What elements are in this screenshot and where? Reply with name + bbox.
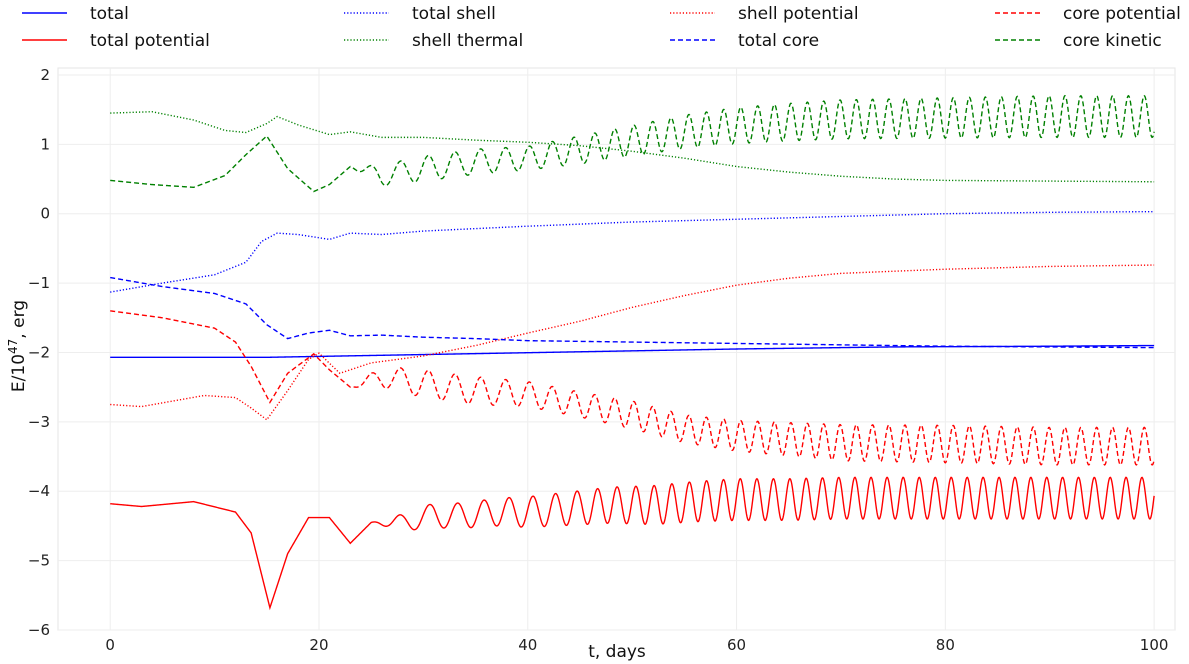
y-axis-label: E/1047, erg [6,300,29,392]
legend: total total potential total shell shell the… [22,4,1181,51]
y-tick-label: −6 [28,621,50,639]
grid-lines [58,68,1175,631]
series-line-total-core [110,276,1155,349]
series-line-core-potential [110,310,1155,466]
y-tick-label: 1 [40,135,50,153]
y-axis-label-unit: , erg [9,300,29,339]
series-line-core-kinetic [110,94,1155,193]
x-tick-label: 20 [309,636,328,654]
legend-label-shell-thermal: shell thermal [412,31,523,51]
y-tick-label: −4 [28,482,50,500]
legend-label-total-shell: total shell [412,4,496,24]
series-line-total-potential [110,476,1155,611]
x-tick-label: 100 [1140,636,1169,654]
y-tick-label: 2 [40,66,50,84]
y-tick-label: 0 [40,205,50,223]
series-line-shell-potential [110,264,1155,421]
x-axis-label: t, days [588,642,646,662]
y-axis: −6 −5 −4 −3 −2 −1 0 1 2 [28,66,50,639]
legend-label-total: total [90,4,129,24]
x-tick-label: 60 [727,636,746,654]
series-layer [110,94,1155,611]
x-tick-label: 40 [518,636,537,654]
legend-label-core-potential: core potential [1063,4,1181,24]
x-tick-label: 0 [105,636,115,654]
legend-label-total-potential: total potential [90,31,210,51]
y-axis-label-base: E/10 [9,354,29,392]
x-tick-label: 80 [936,636,955,654]
y-axis-label-exponent: 47 [6,339,20,354]
legend-label-core-kinetic: core kinetic [1063,31,1162,51]
y-tick-label: −1 [28,274,50,292]
x-axis: 0 20 40 60 80 100 [105,636,1168,654]
series-line-total [110,344,1155,359]
legend-label-total-core: total core [738,31,819,51]
y-tick-label: −5 [28,552,50,570]
y-tick-label: −2 [28,343,50,361]
y-tick-label: −3 [28,413,50,431]
legend-label-shell-potential: shell potential [738,4,859,24]
